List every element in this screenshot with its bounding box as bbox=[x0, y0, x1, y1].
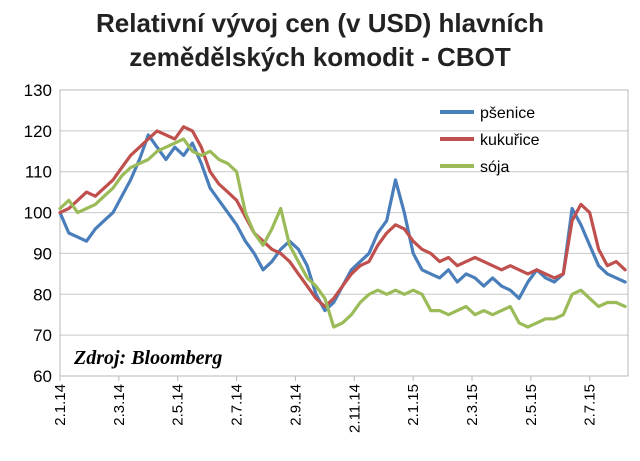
series-line-2 bbox=[58, 125, 627, 309]
y-tick-label: 90 bbox=[33, 244, 52, 263]
x-tick-label: 2.7.15 bbox=[582, 384, 599, 426]
x-axis: 2.1.14 2.3.14 2.5.14 2.7.14 2.9.14 2.11.14 2.1… bbox=[52, 376, 599, 433]
legend-label: kukuřice bbox=[480, 132, 540, 149]
x-tick-label: 2.3.15 bbox=[464, 384, 481, 426]
x-tick-label: 2.9.14 bbox=[287, 384, 304, 426]
chart-title-line-2: zemědělských komodit - CBOT bbox=[129, 42, 511, 72]
series-layer bbox=[58, 125, 627, 329]
y-tick-label: 80 bbox=[33, 285, 52, 304]
y-tick-label: 130 bbox=[24, 81, 52, 100]
x-tick-label: 2.11.14 bbox=[346, 384, 363, 433]
legend-label: sója bbox=[480, 159, 509, 176]
source-note: Zdroj: Bloomberg bbox=[73, 347, 222, 369]
chart-title: Relativní vývoj cen (v USD) hlavních zem… bbox=[0, 6, 640, 74]
y-tick-label: 120 bbox=[24, 122, 52, 141]
plot-area-border bbox=[59, 89, 629, 377]
chart-title-line-1: Relativní vývoj cen (v USD) hlavních bbox=[96, 8, 544, 38]
x-tick-label: 2.5.15 bbox=[523, 384, 540, 426]
y-tick-label: 100 bbox=[24, 204, 52, 223]
y-tick-label: 70 bbox=[33, 326, 52, 345]
legend-label: pšenice bbox=[480, 105, 535, 122]
x-tick-label: 2.3.14 bbox=[111, 384, 128, 426]
y-axis: 60 70 80 90 100 110 120 130 bbox=[24, 81, 52, 386]
y-tick-label: 60 bbox=[33, 367, 52, 386]
y-tick-label: 110 bbox=[25, 163, 52, 182]
gridlines bbox=[60, 89, 628, 377]
x-tick-label: 2.5.14 bbox=[170, 384, 187, 426]
legend: pšenice kukuřice sója bbox=[440, 105, 540, 176]
x-tick-label: 2.1.14 bbox=[52, 384, 69, 426]
x-tick-label: 2.1.15 bbox=[405, 384, 422, 426]
x-tick-label: 2.7.14 bbox=[229, 384, 246, 426]
series-line-3 bbox=[58, 137, 627, 329]
